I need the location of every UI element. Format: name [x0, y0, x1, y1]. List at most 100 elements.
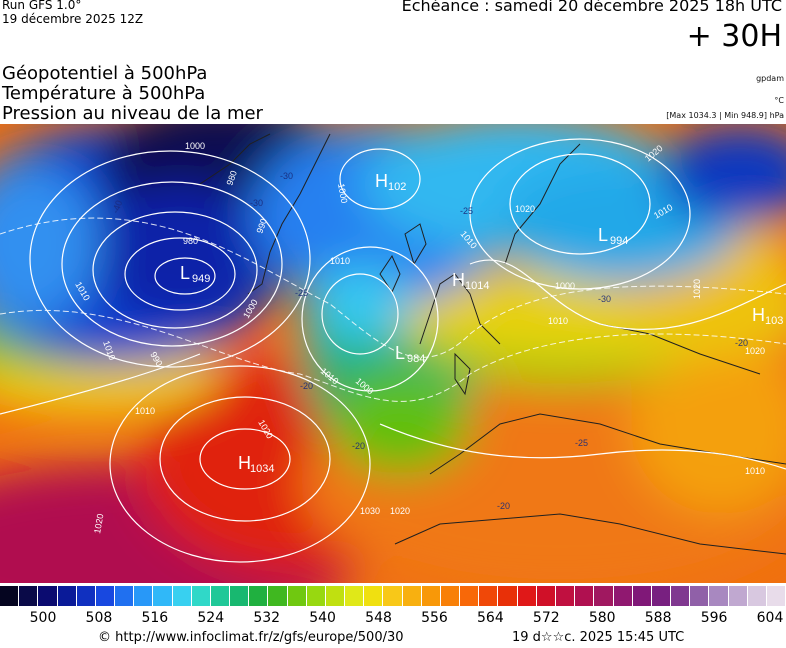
title-temperature: Température à 500hPa [2, 83, 206, 104]
isobar-label: 1010 [330, 256, 350, 266]
pressure-center-value: 949 [192, 273, 210, 285]
isobar-label: 1010 [745, 466, 765, 476]
colorbar-tick-label: 604 [756, 610, 784, 626]
temperature-field [0, 124, 786, 583]
colorbar-swatch [632, 586, 652, 606]
pressure-center-value: 1014 [465, 280, 489, 292]
isobar-label: 1020 [745, 346, 765, 356]
colorbar-tick-label: 596 [700, 610, 728, 626]
isobar-label: 980 [183, 236, 198, 246]
colorbar-swatch [325, 586, 346, 606]
colorbar-tick-label: 508 [85, 610, 113, 626]
temperature-label: -30 [598, 294, 611, 304]
run-date-label: 19 décembre 2025 12Z [2, 12, 144, 26]
colorbar-swatch [440, 586, 461, 606]
colorbar-swatch [249, 586, 269, 606]
colorbar-swatch [594, 586, 614, 606]
colorbar-swatch [575, 586, 595, 606]
temperature-label: -40 [110, 199, 124, 215]
isobar-label: 1000 [185, 141, 205, 151]
colorbar-swatch [191, 586, 211, 606]
colorbar-swatch [19, 586, 39, 606]
colorbar-swatch [536, 586, 556, 606]
pressure-center: L [180, 263, 190, 283]
colorbar-swatch [95, 586, 116, 606]
colorbar-scale-labels: 500 508 516 524 532 540 548 556 564 572 580 588 596 6… [0, 610, 786, 628]
colorbar-swatch [690, 586, 710, 606]
colorbar-swatch [766, 586, 786, 606]
pressure-center-value: 102 [388, 181, 406, 193]
isobar-label: 990 [254, 217, 269, 235]
temperature-label: -25 [460, 206, 473, 216]
colorbar-swatch [364, 586, 384, 606]
colorbar-swatch [421, 586, 441, 606]
isobar-label: 1000 [336, 183, 349, 204]
colorbar-swatch [383, 586, 403, 606]
pressure-center-value: 103 [765, 315, 783, 327]
colorbar-swatch [230, 586, 250, 606]
pressure-center-value: 1034 [250, 463, 274, 475]
colorbar-swatch [345, 586, 365, 606]
colorbar-swatch [153, 586, 173, 606]
pressure-center-value: 994 [610, 235, 628, 247]
colorbar-swatch [460, 586, 480, 606]
colorbar-swatch [268, 586, 288, 606]
colorbar-swatch [479, 586, 499, 606]
temperature-label: -25 [575, 438, 588, 448]
isobar-label: 1010 [548, 316, 568, 326]
colorbar-tick-label: 516 [141, 610, 169, 626]
isobar-label: 1020 [92, 513, 105, 534]
valid-time-label: Echéance : samedi 20 décembre 2025 18h U… [401, 0, 782, 15]
colorbar-tick-label: 500 [29, 610, 57, 626]
colorbar-swatch [287, 586, 307, 606]
title-pressure: Pression au niveau de la mer [2, 103, 263, 124]
pressure-extrema: [Max 1034.3 | Min 948.9] hPa [666, 111, 784, 120]
colorbar-swatch [517, 586, 537, 606]
colorbar-swatch [38, 586, 58, 606]
colorbar-swatch [76, 586, 96, 606]
colorbar-swatch [134, 586, 154, 606]
colorbar-swatch [709, 586, 729, 606]
pressure-center: L [598, 225, 608, 245]
colorbar-tick-label: 588 [644, 610, 672, 626]
weather-map-canvas: L 949 L 984 H 1034 H 1014 H 102 L 994 H … [0, 124, 786, 583]
colorbar-tick-label: 548 [365, 610, 392, 626]
pressure-centers: L 949 L 984 H 1034 H 1014 H 102 L 994 H … [180, 171, 783, 475]
colorbar-swatch [498, 586, 518, 606]
colorbar-tick-label: 532 [253, 610, 281, 626]
colorbar-swatch [728, 586, 748, 606]
colorbar-swatch [613, 586, 633, 606]
pressure-center: H [375, 171, 388, 191]
colorbar-swatch [0, 586, 20, 606]
unit-temperature: °C [774, 96, 784, 105]
pressure-center: H [452, 270, 465, 290]
colorbar-swatch [747, 586, 767, 606]
isobars [0, 138, 786, 563]
temperature-label: -30 [280, 171, 293, 181]
unit-geopotential: gpdam [756, 74, 784, 83]
footer-source[interactable]: © http://www.infoclimat.fr/z/gfs/europe/… [98, 630, 404, 645]
isobar-label: 1020 [515, 204, 535, 214]
pressure-center-value: 984 [407, 353, 425, 365]
isobar-label: 1030 [360, 506, 380, 516]
colorbar-swatch [402, 586, 422, 606]
temperature-label: -30 [250, 198, 263, 208]
temperature-label: -25 [295, 288, 308, 298]
colorbar-tick-label: 524 [197, 610, 225, 626]
footer-updated: 19 d☆☆c. 2025 15:45 UTC [512, 630, 685, 645]
colorbar-tick-label: 580 [588, 610, 616, 626]
weather-map: L 949 L 984 H 1034 H 1014 H 102 L 994 H … [0, 124, 786, 583]
temperature-label: -20 [300, 381, 313, 391]
colorbar-swatch [671, 586, 691, 606]
colorbar-swatch [306, 586, 326, 606]
isobar-label: 1020 [692, 279, 702, 299]
isobar-label: 1020 [390, 506, 410, 516]
colorbar-tick-label: 564 [477, 610, 504, 626]
geopotential-contours [0, 217, 786, 402]
temperature-label: -20 [735, 338, 748, 348]
colorbar-swatch [115, 586, 135, 606]
colorbar-tick-label: 556 [421, 610, 448, 626]
colorbar-swatch [210, 586, 231, 606]
temperature-label: -20 [497, 501, 510, 511]
colorbar-swatch [651, 586, 672, 606]
